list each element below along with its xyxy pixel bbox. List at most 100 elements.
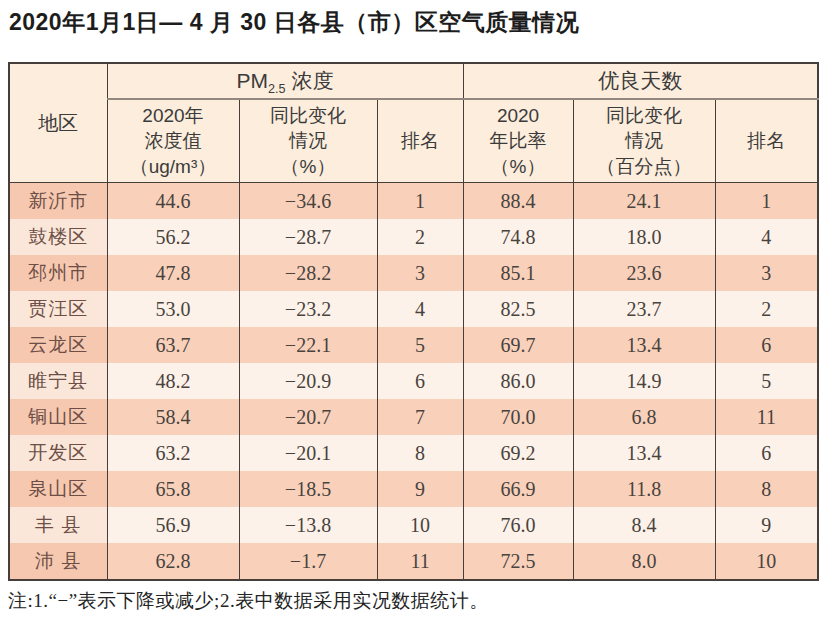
pm-value-cell: 58.4 xyxy=(107,399,239,435)
pm-value-cell: 53.0 xyxy=(107,291,239,327)
good-rate-cell: 76.0 xyxy=(463,507,573,543)
table-row: 泉山区 65.8 −18.5 9 66.9 11.8 8 xyxy=(9,471,818,507)
page-title: 2020年1月1日— 4 月 30 日各县（市）区空气质量情况 xyxy=(9,7,579,38)
region-cell: 开发区 xyxy=(9,435,107,471)
page: 2020年1月1日— 4 月 30 日各县（市）区空气质量情况 地区 PM2.5… xyxy=(0,0,825,620)
good-change-cell: 14.9 xyxy=(573,363,715,399)
pm-rank-header: 排名 xyxy=(377,99,463,183)
good-rate-cell: 69.2 xyxy=(463,435,573,471)
good-change-header: 同比变化 情况 （百分点） xyxy=(573,99,715,183)
pm25-group-header: PM2.5 浓度 xyxy=(107,63,463,99)
good-rate-cell: 85.1 xyxy=(463,255,573,291)
table-row: 睢宁县 48.2 −20.9 6 86.0 14.9 5 xyxy=(9,363,818,399)
pm25-label-suffix: 浓度 xyxy=(286,69,334,92)
good-rate-cell: 82.5 xyxy=(463,291,573,327)
good-rank-cell: 3 xyxy=(715,255,818,291)
good-days-group-header: 优良天数 xyxy=(463,63,818,99)
table-row: 云龙区 63.7 −22.1 5 69.7 13.4 6 xyxy=(9,327,818,363)
pm-change-cell: −22.1 xyxy=(239,327,377,363)
good-change-cell: 13.4 xyxy=(573,435,715,471)
pm-value-cell: 56.2 xyxy=(107,219,239,255)
good-rate-cell: 86.0 xyxy=(463,363,573,399)
pm25-label-prefix: PM xyxy=(237,69,269,92)
good-rate-cell: 72.5 xyxy=(463,543,573,580)
pm-change-cell: −20.1 xyxy=(239,435,377,471)
good-change-cell: 13.4 xyxy=(573,327,715,363)
table-row: 沛 县 62.8 −1.7 11 72.5 8.0 10 xyxy=(9,543,818,580)
good-change-cell: 8.0 xyxy=(573,543,715,580)
pm-value-cell: 47.8 xyxy=(107,255,239,291)
region-column-header: 地区 xyxy=(9,63,107,183)
pm-change-cell: −20.9 xyxy=(239,363,377,399)
good-rate-cell: 66.9 xyxy=(463,471,573,507)
good-rank-cell: 6 xyxy=(715,327,818,363)
good-rank-cell: 4 xyxy=(715,219,818,255)
region-cell: 鼓楼区 xyxy=(9,219,107,255)
pm-rank-cell: 7 xyxy=(377,399,463,435)
good-rank-cell: 6 xyxy=(715,435,818,471)
pm-change-cell: −28.7 xyxy=(239,219,377,255)
good-rank-cell: 11 xyxy=(715,399,818,435)
good-rate-header: 2020 年比率 （%） xyxy=(463,99,573,183)
good-change-cell: 23.6 xyxy=(573,255,715,291)
group-header-row: 地区 PM2.5 浓度 优良天数 xyxy=(9,63,818,99)
pm-rank-cell: 11 xyxy=(377,543,463,580)
pm-rank-cell: 5 xyxy=(377,327,463,363)
pm-change-cell: −20.7 xyxy=(239,399,377,435)
good-rank-cell: 1 xyxy=(715,183,818,220)
pm-rank-cell: 6 xyxy=(377,363,463,399)
good-change-cell: 23.7 xyxy=(573,291,715,327)
table-body: 新沂市 44.6 −34.6 1 88.4 24.1 1 鼓楼区 56.2 −2… xyxy=(9,183,818,581)
pm-rank-cell: 9 xyxy=(377,471,463,507)
region-cell: 泉山区 xyxy=(9,471,107,507)
pm-rank-cell: 10 xyxy=(377,507,463,543)
pm-rank-cell: 3 xyxy=(377,255,463,291)
pm-change-cell: −34.6 xyxy=(239,183,377,220)
pm-rank-cell: 8 xyxy=(377,435,463,471)
pm-change-cell: −18.5 xyxy=(239,471,377,507)
pm25-label-subscript: 2.5 xyxy=(268,82,286,96)
pm-value-cell: 62.8 xyxy=(107,543,239,580)
table-row: 开发区 63.2 −20.1 8 69.2 13.4 6 xyxy=(9,435,818,471)
pm-change-cell: −23.2 xyxy=(239,291,377,327)
good-change-cell: 8.4 xyxy=(573,507,715,543)
region-cell: 丰 县 xyxy=(9,507,107,543)
pm-value-cell: 44.6 xyxy=(107,183,239,220)
table-row: 丰 县 56.9 −13.8 10 76.0 8.4 9 xyxy=(9,507,818,543)
region-cell: 邳州市 xyxy=(9,255,107,291)
pm-change-header: 同比变化 情况 （%） xyxy=(239,99,377,183)
table-row: 邳州市 47.8 −28.2 3 85.1 23.6 3 xyxy=(9,255,818,291)
pm-rank-cell: 4 xyxy=(377,291,463,327)
table-row: 新沂市 44.6 −34.6 1 88.4 24.1 1 xyxy=(9,183,818,220)
pm-value-cell: 63.2 xyxy=(107,435,239,471)
good-rate-cell: 88.4 xyxy=(463,183,573,220)
pm-change-cell: −28.2 xyxy=(239,255,377,291)
region-cell: 睢宁县 xyxy=(9,363,107,399)
good-change-cell: 18.0 xyxy=(573,219,715,255)
pm-change-cell: −13.8 xyxy=(239,507,377,543)
good-rate-cell: 69.7 xyxy=(463,327,573,363)
good-change-cell: 24.1 xyxy=(573,183,715,220)
good-rate-cell: 70.0 xyxy=(463,399,573,435)
region-cell: 贾汪区 xyxy=(9,291,107,327)
pm-change-cell: −1.7 xyxy=(239,543,377,580)
pm-value-header: 2020年 浓度值 （ug/m³） xyxy=(107,99,239,183)
pm-rank-cell: 1 xyxy=(377,183,463,220)
good-change-cell: 11.8 xyxy=(573,471,715,507)
good-rank-cell: 8 xyxy=(715,471,818,507)
air-quality-table: 地区 PM2.5 浓度 优良天数 2020年 浓度值 （ug/m³） 同比变化 … xyxy=(8,62,819,581)
good-rank-cell: 9 xyxy=(715,507,818,543)
table-header: 地区 PM2.5 浓度 优良天数 2020年 浓度值 （ug/m³） 同比变化 … xyxy=(9,63,818,183)
table-row: 鼓楼区 56.2 −28.7 2 74.8 18.0 4 xyxy=(9,219,818,255)
table-row: 铜山区 58.4 −20.7 7 70.0 6.8 11 xyxy=(9,399,818,435)
good-change-cell: 6.8 xyxy=(573,399,715,435)
good-rank-cell: 2 xyxy=(715,291,818,327)
good-rank-cell: 10 xyxy=(715,543,818,580)
table-row: 贾汪区 53.0 −23.2 4 82.5 23.7 2 xyxy=(9,291,818,327)
pm-value-cell: 56.9 xyxy=(107,507,239,543)
sub-header-row: 2020年 浓度值 （ug/m³） 同比变化 情况 （%） 排名 2020 年比… xyxy=(9,99,818,183)
region-cell: 新沂市 xyxy=(9,183,107,220)
pm-value-cell: 65.8 xyxy=(107,471,239,507)
region-cell: 铜山区 xyxy=(9,399,107,435)
region-cell: 沛 县 xyxy=(9,543,107,580)
